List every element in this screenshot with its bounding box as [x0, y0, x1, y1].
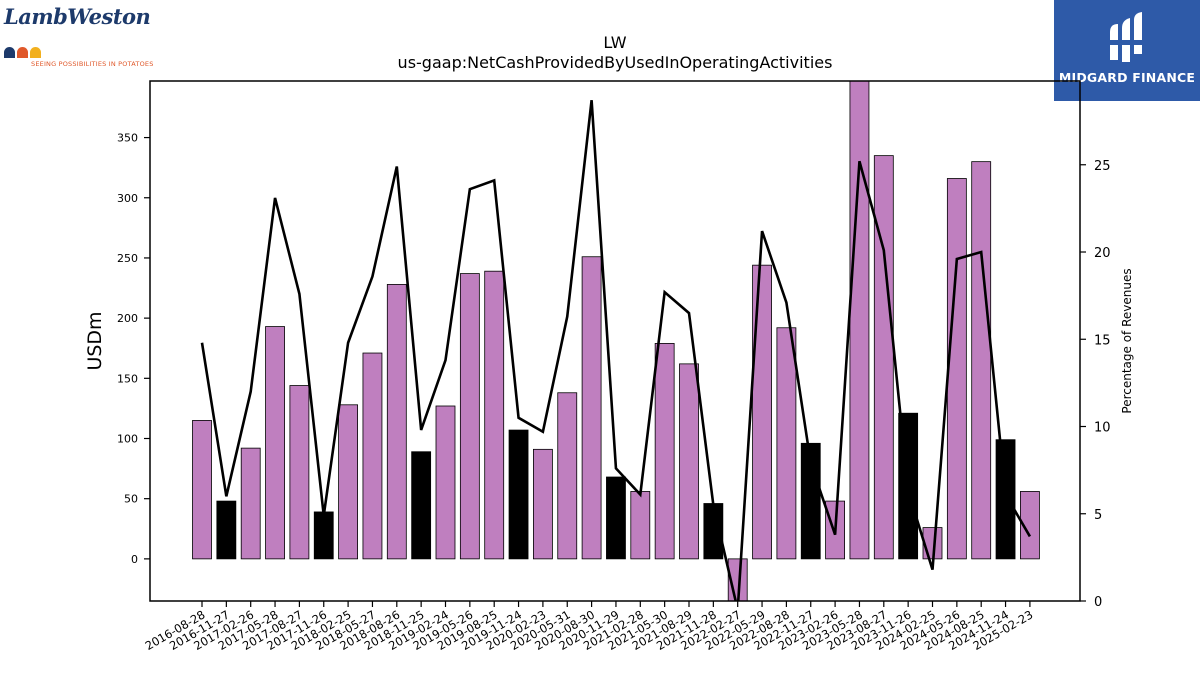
y-tick-label: 0 — [131, 553, 138, 566]
bar-2021-02-28 — [630, 491, 651, 560]
percentage-line — [200, 100, 1032, 601]
bar-2022-08-28 — [776, 327, 797, 560]
y2-axis-label: Percentage of Revenues — [1120, 268, 1134, 413]
bar-2019-11-24 — [508, 429, 529, 560]
bar-2020-05-31 — [557, 392, 578, 560]
bar-2024-11-24 — [995, 439, 1016, 560]
bar-2016-11-27 — [216, 500, 237, 560]
midgard-finance-name: MIDGARD FINANCE — [1058, 70, 1196, 85]
lambweston-logo: LambWeston SEEING POSSIBILITIES IN POTAT… — [4, 4, 194, 68]
y2-tick-label: 15 — [1094, 333, 1111, 348]
bar-2021-08-29 — [679, 363, 699, 560]
y-tick-label: 200 — [117, 312, 138, 325]
bar-2016-08-28 — [192, 420, 212, 560]
chart-subtitle: us-gaap:NetCashProvidedByUsedInOperating… — [398, 53, 833, 72]
bar-2017-08-27 — [289, 385, 310, 560]
bar-2024-05-26 — [946, 178, 967, 560]
y-axis-label: USDm — [84, 311, 106, 370]
chart-title: LW — [603, 33, 626, 52]
bar-2024-08-25 — [971, 161, 992, 560]
bar-2022-11-27 — [800, 442, 821, 560]
y2-tick-label: 5 — [1094, 508, 1102, 523]
bar-2017-11-26 — [313, 511, 334, 560]
lambweston-wordmark: LambWeston — [4, 4, 151, 29]
y-tick-label: 100 — [117, 433, 138, 446]
lambweston-dots-icon — [4, 43, 43, 62]
bar-2020-11-29 — [606, 476, 626, 560]
y2-tick-label: 10 — [1094, 421, 1111, 436]
bar-2019-02-24 — [435, 405, 456, 560]
midgard-mark-icon — [1108, 12, 1146, 62]
y2-tick-label: 20 — [1094, 246, 1111, 261]
y-tick-label: 300 — [117, 192, 138, 205]
bar-2020-02-23 — [533, 448, 553, 560]
y-tick-label: 150 — [117, 372, 138, 385]
bar-2017-02-26 — [240, 447, 261, 560]
bar-2019-08-25 — [484, 270, 505, 560]
bar-2018-11-25 — [411, 451, 432, 560]
y-tick-label: 250 — [117, 252, 138, 265]
bar-2021-05-30 — [654, 343, 675, 560]
y2-tick-label: 25 — [1094, 159, 1111, 174]
bar-2018-05-27 — [362, 352, 383, 560]
bar-2022-05-29 — [752, 264, 772, 560]
bar-2025-02-23 — [1020, 491, 1040, 560]
y-tick-label: 350 — [117, 132, 138, 145]
midgard-finance-logo: MIDGARD FINANCE — [1054, 0, 1200, 101]
plot-frame — [149, 80, 1081, 602]
y2-tick-label: 0 — [1094, 595, 1102, 610]
y-tick-label: 50 — [124, 493, 138, 506]
bar-2019-05-26 — [459, 273, 480, 560]
lambweston-tagline: SEEING POSSIBILITIES IN POTATOES — [31, 60, 154, 68]
bar-2020-08-30 — [581, 256, 602, 560]
bar-2018-02-25 — [338, 404, 359, 560]
bar-2023-08-27 — [873, 155, 894, 560]
bar-2018-08-26 — [386, 284, 407, 560]
bar-2017-05-28 — [265, 326, 285, 560]
bar-2023-05-28 — [849, 81, 870, 560]
